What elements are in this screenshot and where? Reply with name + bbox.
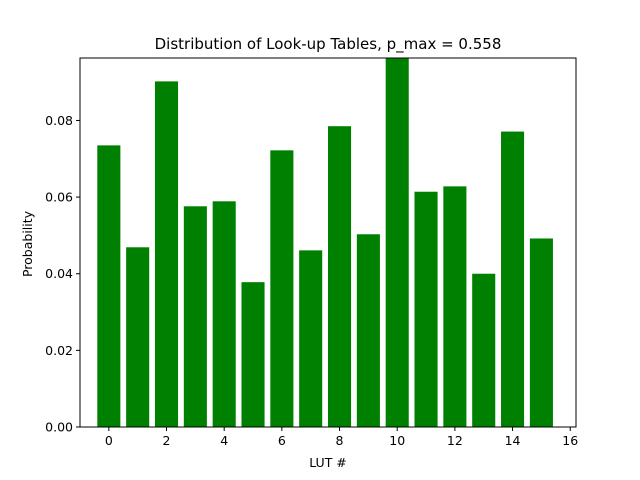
- x-tick-label: 14: [505, 433, 521, 448]
- bar-6: [270, 150, 294, 427]
- bar-11: [414, 191, 438, 427]
- y-axis: 0.00 0.02 0.04 0.06 0.08: [45, 113, 80, 435]
- x-tick-label: 0: [105, 433, 113, 448]
- bar-14: [501, 131, 525, 427]
- y-tick-label: 0.00: [45, 420, 73, 435]
- bar-13: [472, 273, 496, 427]
- bar-1: [126, 247, 150, 427]
- bar-3: [183, 206, 207, 427]
- x-axis-title: LUT #: [309, 455, 347, 470]
- bar-0: [97, 145, 121, 427]
- x-tick-label: 12: [447, 433, 463, 448]
- bar-8: [328, 126, 352, 428]
- y-tick-label: 0.06: [45, 190, 73, 205]
- bar-7: [299, 250, 323, 427]
- bar-2: [154, 81, 179, 427]
- y-tick-label: 0.08: [45, 113, 73, 128]
- x-tick-label: 10: [389, 433, 405, 448]
- bars-group: [97, 58, 553, 428]
- y-tick-label: 0.04: [45, 266, 73, 281]
- x-tick-label: 2: [163, 433, 171, 448]
- bar-5: [241, 282, 265, 427]
- x-tick-label: 8: [336, 433, 344, 448]
- x-tick-label: 16: [562, 433, 578, 448]
- bar-9: [356, 234, 380, 427]
- bar-15: [529, 238, 553, 427]
- y-tick-label: 0.02: [45, 343, 73, 358]
- x-axis: 0 2 4 6 8 10 12 14 16: [105, 427, 578, 448]
- chart-title: Distribution of Look-up Tables, p_max = …: [155, 35, 502, 54]
- bar-4: [212, 201, 236, 427]
- x-tick-label: 4: [220, 433, 228, 448]
- plot-frame: [79, 57, 577, 428]
- bar-12: [443, 186, 467, 427]
- x-tick-label: 6: [278, 433, 286, 448]
- bar-10: [385, 58, 409, 427]
- y-axis-title: Probability: [20, 210, 35, 277]
